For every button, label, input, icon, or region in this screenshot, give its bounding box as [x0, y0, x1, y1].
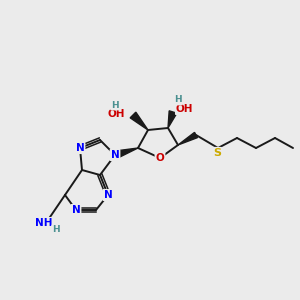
Polygon shape: [114, 148, 138, 159]
Text: H: H: [174, 95, 182, 104]
Text: OH: OH: [107, 109, 125, 119]
Text: OH: OH: [176, 104, 194, 114]
Text: N: N: [76, 143, 84, 153]
Text: NH: NH: [35, 218, 53, 228]
Text: O: O: [156, 153, 164, 163]
Text: N: N: [103, 190, 112, 200]
Text: H: H: [111, 100, 119, 109]
Text: N: N: [111, 150, 119, 160]
Text: N: N: [72, 205, 80, 215]
Text: H: H: [52, 226, 60, 235]
Polygon shape: [168, 111, 177, 128]
Text: S: S: [213, 148, 221, 158]
Polygon shape: [178, 132, 197, 145]
Polygon shape: [130, 112, 148, 130]
